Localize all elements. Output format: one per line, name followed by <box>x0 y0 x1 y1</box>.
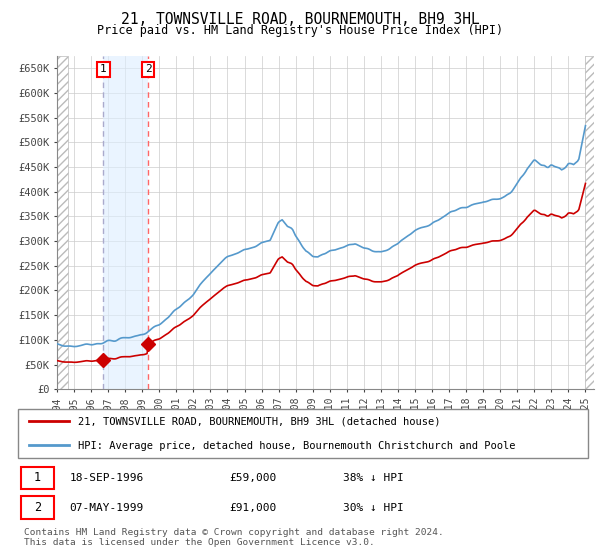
FancyBboxPatch shape <box>21 466 54 489</box>
Text: 38% ↓ HPI: 38% ↓ HPI <box>343 473 404 483</box>
FancyBboxPatch shape <box>18 409 588 458</box>
Text: 07-MAY-1999: 07-MAY-1999 <box>70 502 143 512</box>
Text: Price paid vs. HM Land Registry's House Price Index (HPI): Price paid vs. HM Land Registry's House … <box>97 24 503 37</box>
Text: 30% ↓ HPI: 30% ↓ HPI <box>343 502 404 512</box>
Text: 1: 1 <box>34 472 41 484</box>
Text: 1: 1 <box>100 64 107 74</box>
Bar <box>586 56 594 389</box>
Text: £91,000: £91,000 <box>229 502 276 512</box>
Text: 2: 2 <box>34 501 41 514</box>
Text: 18-SEP-1996: 18-SEP-1996 <box>70 473 143 483</box>
Bar <box>103 56 148 389</box>
Text: Contains HM Land Registry data © Crown copyright and database right 2024.
This d: Contains HM Land Registry data © Crown c… <box>24 528 444 547</box>
Text: 21, TOWNSVILLE ROAD, BOURNEMOUTH, BH9 3HL: 21, TOWNSVILLE ROAD, BOURNEMOUTH, BH9 3H… <box>121 12 479 27</box>
FancyBboxPatch shape <box>21 496 54 519</box>
Bar <box>57 56 68 389</box>
Text: £59,000: £59,000 <box>229 473 276 483</box>
Text: 2: 2 <box>145 64 152 74</box>
Text: HPI: Average price, detached house, Bournemouth Christchurch and Poole: HPI: Average price, detached house, Bour… <box>78 441 515 451</box>
Text: 21, TOWNSVILLE ROAD, BOURNEMOUTH, BH9 3HL (detached house): 21, TOWNSVILLE ROAD, BOURNEMOUTH, BH9 3H… <box>78 417 440 427</box>
